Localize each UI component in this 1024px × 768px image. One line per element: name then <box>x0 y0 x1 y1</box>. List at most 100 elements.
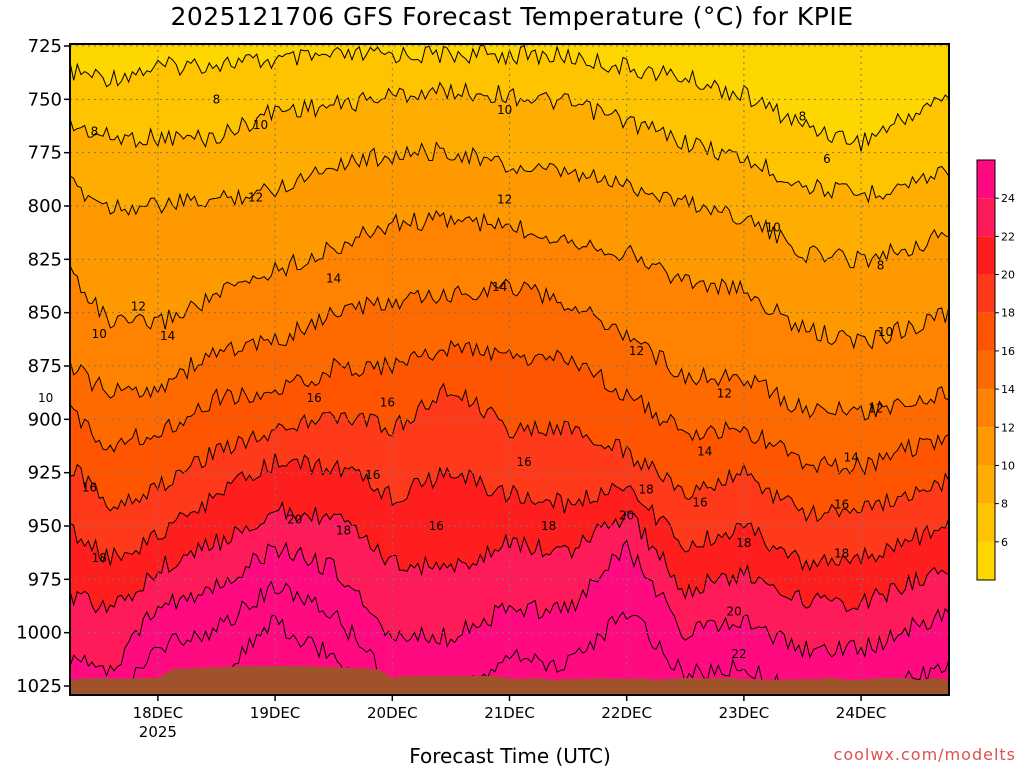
y-tick-label: 975 <box>28 569 62 590</box>
contour-label: 22 <box>731 647 746 661</box>
isotherm-line-4 <box>70 278 949 421</box>
temperature-fill-layer <box>70 44 949 695</box>
colorbar-swatch <box>977 274 995 313</box>
grid-layer <box>70 44 949 695</box>
contour-label: 14 <box>697 444 712 458</box>
colorbar-swatch <box>977 236 995 275</box>
contour-label: 6 <box>823 152 831 166</box>
x-tick-sublabel: 2025 <box>139 723 177 741</box>
contour-label: 16 <box>517 455 532 469</box>
contour-label: 8 <box>213 92 221 106</box>
contour-label: 16 <box>82 481 97 495</box>
colorbar-frame <box>976 159 996 581</box>
contour-label: 16 <box>429 519 444 533</box>
contour-label: 10 <box>878 325 893 339</box>
colorbar-label: 8 <box>1001 498 1008 511</box>
contour-label: 18 <box>336 523 351 537</box>
colorbar-swatch <box>977 198 995 237</box>
contour-label: 8 <box>877 259 885 273</box>
colorbar-label: 22 <box>1001 230 1015 243</box>
colorbar-label: 24 <box>1001 192 1015 205</box>
contour-label: 14 <box>844 451 859 465</box>
contour-label: 8 <box>91 124 99 138</box>
x-tick-label: 19DEC <box>250 704 301 722</box>
colorbar-swatch <box>977 160 995 199</box>
colorbar-label: 16 <box>1001 345 1015 358</box>
contour-label: 16 <box>380 395 395 409</box>
contour-label: 10 <box>253 118 268 132</box>
source-credit: coolwx.com/modelts <box>833 745 1016 764</box>
contour-label: 14 <box>160 329 175 343</box>
colorbar-label: 10 <box>1001 459 1015 472</box>
y-tick-label: 950 <box>28 516 62 537</box>
isotherm-line-5 <box>70 339 949 476</box>
colorbar-swatch <box>977 503 995 542</box>
x-tick-label: 23DEC <box>719 704 770 722</box>
y-tick-label: 875 <box>28 356 62 377</box>
colorbar-swatch <box>977 350 995 390</box>
contour-label: 12 <box>629 344 644 358</box>
contour-label-layer: 8 8 8 6 8 10 10 10 10 10 10 12 12 12 12 12 12 14 14 14 14 14 1… <box>38 92 893 661</box>
isotherm-line-1 <box>70 81 949 204</box>
contour-label: 12 <box>868 402 883 416</box>
contour-label: 16 <box>692 496 707 510</box>
x-tick-label: 20DEC <box>367 704 418 722</box>
contour-label: 14 <box>492 280 507 294</box>
colorbar-label: 12 <box>1001 421 1015 434</box>
chart-title: 2025121706 GFS Forecast Temperature (°C)… <box>170 2 854 31</box>
contour-label: 16 <box>834 498 849 512</box>
contour-label: 18 <box>639 483 654 497</box>
contour-label: 12 <box>131 299 146 313</box>
colorbar-swatch <box>977 427 995 466</box>
colorbar-label: 6 <box>1001 536 1008 549</box>
contour-label: 16 <box>307 391 322 405</box>
y-tick-label: 750 <box>28 89 62 110</box>
colorbar-swatch <box>977 389 995 428</box>
isotherm-line-10 <box>118 580 949 695</box>
contour-label: 12 <box>497 193 512 207</box>
contour-label: 16 <box>365 468 380 482</box>
contour-label: 10 <box>38 391 53 405</box>
x-tick-label: 24DEC <box>836 704 887 722</box>
contour-label: 20 <box>287 513 302 527</box>
isotherm-line-7 <box>70 452 949 572</box>
contour-label: 10 <box>766 220 781 234</box>
x-tick-label: 21DEC <box>484 704 535 722</box>
contour-label: 8 <box>799 109 807 123</box>
y-tick-label: 775 <box>28 143 62 164</box>
colorbar-legend: 6 8 10 12 14 16 18 20 22 24 <box>976 159 1015 581</box>
colorbar-swatch <box>977 312 995 351</box>
colorbar-label: 20 <box>1001 269 1015 282</box>
contour-label: 10 <box>497 103 512 117</box>
colorbar-swatch <box>977 465 995 504</box>
y-tick-label: 925 <box>28 463 62 484</box>
contour-label: 14 <box>326 272 341 286</box>
contour-label: 18 <box>92 551 107 565</box>
x-axis-title: Forecast Time (UTC) <box>409 744 611 768</box>
contour-label: 12 <box>248 191 263 205</box>
y-tick-label: 825 <box>28 249 62 270</box>
contour-label: 10 <box>92 327 107 341</box>
y-tick-label: 725 <box>28 36 62 57</box>
fill-band-0 <box>70 44 949 152</box>
y-tick-label: 850 <box>28 303 62 324</box>
x-tick-label: 22DEC <box>601 704 652 722</box>
colorbar-label: 18 <box>1001 307 1015 320</box>
contour-label: 18 <box>834 547 849 561</box>
colorbar-label: 14 <box>1001 383 1015 396</box>
y-tick-label: 800 <box>28 196 62 217</box>
ground-surface <box>70 666 949 695</box>
contour-label: 18 <box>541 519 556 533</box>
y-tick-label: 1000 <box>16 623 62 644</box>
y-axis: 725 750 775 800 825 850 875 900 925 950 975 1000 102… <box>16 36 70 697</box>
contour-label: 20 <box>726 604 741 618</box>
colorbar-swatch <box>977 541 995 580</box>
ground-layer <box>70 666 949 695</box>
contour-label: 12 <box>717 387 732 401</box>
y-tick-label: 1025 <box>16 676 62 697</box>
contour-label: 20 <box>619 508 634 522</box>
isotherm-line-9 <box>70 539 949 677</box>
isotherm-line-6 <box>70 382 949 523</box>
